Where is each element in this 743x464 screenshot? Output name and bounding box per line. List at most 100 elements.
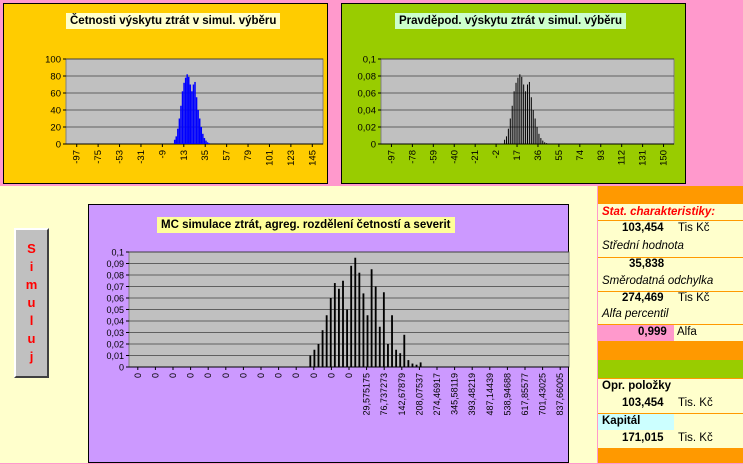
- chart-panel-probability[interactable]: Pravděpod. výskytu ztrát v simul. výběru…: [341, 3, 686, 184]
- stat-alpha-input[interactable]: [598, 325, 674, 341]
- stat-percentile-label: Alfa percentil: [602, 308, 669, 320]
- data-bar: [519, 74, 521, 144]
- data-bar: [197, 110, 199, 144]
- x-tick-label: 837,66005: [555, 373, 565, 416]
- data-bar: [354, 257, 357, 367]
- x-tick-label: 0: [326, 373, 336, 378]
- data-bar: [203, 138, 206, 144]
- data-bar: [186, 74, 188, 144]
- data-bar: [415, 364, 418, 367]
- data-bar: [358, 272, 361, 367]
- kapital-label: Kapitál: [602, 415, 641, 427]
- x-tick-label: 393,48219: [467, 373, 477, 416]
- x-tick-label: 142,67879: [397, 373, 407, 416]
- data-bar: [183, 82, 185, 144]
- opr-polozky-value: 103,454: [622, 397, 664, 409]
- y-tick-label: 0,08: [358, 72, 377, 83]
- chart-frequency: 0 20 40 60 80 100 -97 -75 -53 -31 -9 13 35 57 79 101 123…: [45, 55, 324, 166]
- x-tick-label: -59: [428, 150, 439, 164]
- x-tick-label: 55: [554, 150, 565, 161]
- kapital-unit: Tis. Kč: [678, 432, 713, 444]
- data-bar: [528, 81, 530, 144]
- simuluj-letter: u: [27, 295, 36, 310]
- x-tick-label: 274,46917: [432, 373, 442, 416]
- x-tick-label: 145: [307, 150, 318, 166]
- simuluj-button[interactable]: S i m u l u j: [14, 228, 49, 378]
- stat-percentile-value: 274,469: [622, 292, 664, 304]
- data-bar: [507, 128, 509, 144]
- stat-alpha-label: Alfa: [677, 326, 697, 338]
- x-tick-label: 29,575175: [362, 373, 372, 416]
- data-bar: [378, 326, 381, 367]
- x-tick-label: 0: [309, 373, 319, 378]
- data-bar: [374, 286, 377, 367]
- y-tick-label: 0,07: [106, 282, 124, 292]
- data-bar: [513, 91, 515, 144]
- x-tick-label: 0: [291, 373, 301, 378]
- x-tick-label: -75: [93, 150, 104, 164]
- data-bar: [181, 91, 184, 144]
- opr-polozky-unit: Tis. Kč: [678, 397, 713, 409]
- x-tick-label: -97: [386, 150, 397, 164]
- data-bar: [505, 136, 507, 144]
- y-tick-label: 80: [50, 72, 61, 83]
- x-tick-label: 208,07537: [414, 373, 424, 416]
- y-tick-label: 0,05: [106, 305, 124, 315]
- data-bar: [350, 265, 353, 367]
- kapital-row: Kapitál 171,015 Tis. Kč: [598, 414, 743, 448]
- chart-probability: 0 0,02 0,04 0,06 0,08 0,1 -97 -78 -59 -40 -21 -2 17 3…: [358, 55, 675, 166]
- y-tick-label: 0,04: [106, 317, 124, 327]
- data-bar: [184, 77, 187, 144]
- y-tick-label: 0,08: [106, 271, 124, 281]
- data-bar: [540, 138, 542, 144]
- data-bar: [521, 76, 523, 144]
- data-bar: [419, 362, 422, 367]
- data-bar: [309, 355, 312, 367]
- y-tick-label: 0,02: [106, 340, 124, 350]
- data-bar: [180, 105, 182, 144]
- x-tick-label: 36: [533, 150, 544, 161]
- chart-panel-mc-simulation[interactable]: MC simulace ztrát, agreg. rozdělení četn…: [88, 204, 570, 463]
- x-tick-label: 112: [617, 150, 628, 165]
- y-tick-label: 0,02: [358, 123, 377, 134]
- data-bar: [509, 118, 511, 144]
- data-bar: [333, 283, 336, 367]
- x-tick-label: 0: [221, 373, 231, 378]
- x-tick-label: -2: [491, 150, 502, 158]
- x-tick-label: 57: [222, 150, 233, 161]
- green-band: [598, 360, 743, 378]
- data-bar: [546, 143, 548, 144]
- y-tick-label: 0,06: [358, 89, 377, 100]
- chart-panel-frequency[interactable]: Četnosti výskytu ztrát v simul. výběru 0…: [3, 3, 328, 184]
- data-bar: [178, 118, 181, 144]
- data-bar: [526, 84, 528, 144]
- stat-sd-value: 35,838: [629, 258, 665, 270]
- y-tick-label: 100: [45, 55, 61, 66]
- stat-alpha-row: 0,999 Alfa: [598, 325, 743, 341]
- y-tick-label: 0,03: [106, 328, 124, 338]
- x-tick-label: 74: [575, 150, 586, 161]
- data-bar: [177, 128, 179, 144]
- data-bar: [202, 133, 204, 144]
- x-tick-label: 0: [203, 373, 213, 378]
- opr-polozky-row: Opr. položky 103,454 Tis. Kč: [598, 379, 743, 413]
- y-tick-label: 0: [56, 140, 61, 151]
- data-bar: [403, 334, 406, 367]
- data-bar: [511, 105, 513, 144]
- data-bar: [399, 353, 402, 367]
- x-tick-label: -97: [72, 150, 83, 164]
- stat-alpha-value: 0,999: [638, 326, 667, 338]
- data-bar: [195, 97, 198, 144]
- simuluj-letter: S: [27, 241, 36, 256]
- simuluj-letter: j: [29, 349, 34, 364]
- y-tick-label: 20: [50, 123, 61, 134]
- y-tick-label: 40: [50, 106, 61, 117]
- data-bar: [382, 292, 385, 367]
- y-tick-label: 0,09: [106, 259, 124, 269]
- x-tick-label: 0: [186, 373, 196, 378]
- data-bar: [329, 298, 332, 367]
- x-tick-label: 617,85577: [520, 373, 530, 416]
- data-bar: [407, 360, 410, 367]
- x-tick-label: 0: [133, 373, 143, 378]
- data-bar: [321, 330, 324, 367]
